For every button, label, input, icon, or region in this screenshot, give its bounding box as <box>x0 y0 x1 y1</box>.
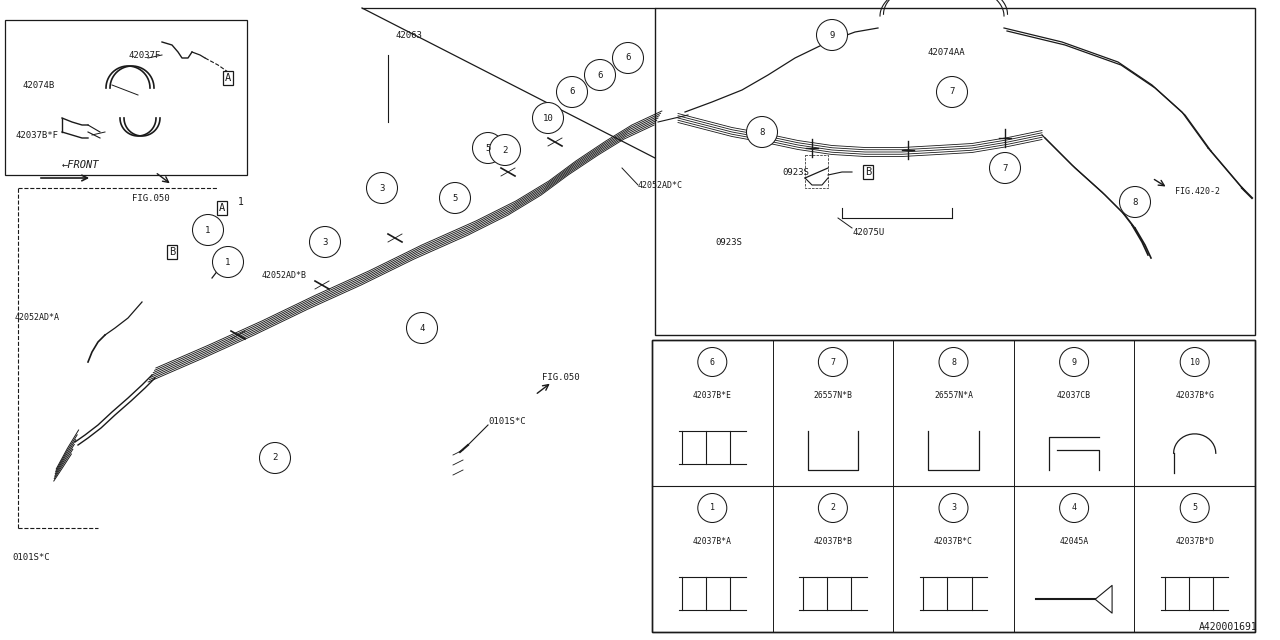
Circle shape <box>746 116 777 147</box>
Bar <box>655 8 1254 335</box>
Circle shape <box>1120 186 1151 218</box>
Bar <box>5 20 247 175</box>
Text: 0923S: 0923S <box>782 168 809 177</box>
Text: 8: 8 <box>951 358 956 367</box>
Circle shape <box>557 77 588 108</box>
Text: 10: 10 <box>543 113 553 122</box>
Text: 0101S*C: 0101S*C <box>12 554 50 563</box>
Circle shape <box>818 493 847 522</box>
Text: 42037B*A: 42037B*A <box>692 537 732 546</box>
Text: 42075U: 42075U <box>852 227 884 237</box>
Circle shape <box>585 60 616 90</box>
Text: 42037B*D: 42037B*D <box>1175 537 1215 546</box>
Text: A420001691: A420001691 <box>1199 622 1258 632</box>
Text: 42074B: 42074B <box>22 81 54 90</box>
Text: 2: 2 <box>831 504 836 513</box>
Text: 26557N*A: 26557N*A <box>934 391 973 400</box>
Circle shape <box>1060 493 1088 522</box>
Text: B: B <box>169 247 175 257</box>
Text: 42063: 42063 <box>396 31 422 40</box>
Circle shape <box>940 493 968 522</box>
Text: 42037CB: 42037CB <box>1057 391 1091 400</box>
Circle shape <box>192 214 224 246</box>
Bar <box>652 340 1254 632</box>
Text: 42074AA: 42074AA <box>928 47 965 56</box>
Text: 42037B*F: 42037B*F <box>15 131 58 140</box>
Text: FIG.420-2: FIG.420-2 <box>1175 188 1220 196</box>
Text: 9: 9 <box>1071 358 1076 367</box>
Text: 42037F: 42037F <box>128 51 160 60</box>
Text: 6: 6 <box>598 70 603 79</box>
Text: 5: 5 <box>452 193 458 202</box>
Text: 42052AD*B: 42052AD*B <box>262 271 307 280</box>
Text: 42037B*C: 42037B*C <box>934 537 973 546</box>
Circle shape <box>818 348 847 376</box>
Text: 2: 2 <box>273 454 278 463</box>
Text: 3: 3 <box>323 237 328 246</box>
Text: 0101S*C: 0101S*C <box>488 417 526 426</box>
Text: 3: 3 <box>951 504 956 513</box>
Text: 42037B*G: 42037B*G <box>1175 391 1215 400</box>
Circle shape <box>698 348 727 376</box>
Circle shape <box>613 42 644 74</box>
Text: 1: 1 <box>205 225 211 234</box>
Text: 42052AD*C: 42052AD*C <box>637 180 684 189</box>
Text: B: B <box>865 167 872 177</box>
Circle shape <box>407 312 438 344</box>
Text: 42037B*B: 42037B*B <box>813 537 852 546</box>
Text: 3: 3 <box>379 184 385 193</box>
Text: 1: 1 <box>225 257 230 266</box>
Circle shape <box>698 493 727 522</box>
Text: A: A <box>219 203 225 213</box>
Text: 1: 1 <box>238 197 244 207</box>
Text: 5: 5 <box>485 143 490 152</box>
Text: 7: 7 <box>831 358 836 367</box>
Circle shape <box>472 132 503 163</box>
Text: FIG.050: FIG.050 <box>132 193 170 202</box>
Circle shape <box>1060 348 1088 376</box>
Text: 0923S: 0923S <box>716 237 742 246</box>
Circle shape <box>310 227 340 257</box>
Text: 9: 9 <box>829 31 835 40</box>
Text: 8: 8 <box>1133 198 1138 207</box>
Text: 7: 7 <box>950 88 955 97</box>
Circle shape <box>989 152 1020 184</box>
Text: 1: 1 <box>710 504 714 513</box>
Circle shape <box>212 246 243 278</box>
Text: FIG.050: FIG.050 <box>541 374 580 383</box>
Text: 5: 5 <box>1192 504 1197 513</box>
Circle shape <box>366 173 398 204</box>
Text: 42037B*E: 42037B*E <box>692 391 732 400</box>
Circle shape <box>532 102 563 134</box>
Circle shape <box>1180 348 1210 376</box>
Text: 6: 6 <box>710 358 714 367</box>
Circle shape <box>940 348 968 376</box>
Circle shape <box>817 19 847 51</box>
Bar <box>652 340 1254 632</box>
Text: 2: 2 <box>502 145 508 154</box>
Circle shape <box>489 134 521 166</box>
Text: ←FRONT: ←FRONT <box>61 160 100 170</box>
Text: 26557N*B: 26557N*B <box>813 391 852 400</box>
Text: 4: 4 <box>1071 504 1076 513</box>
Text: 4: 4 <box>420 323 425 333</box>
Text: 6: 6 <box>570 88 575 97</box>
Text: A: A <box>225 73 232 83</box>
Circle shape <box>260 442 291 474</box>
Text: 6: 6 <box>626 54 631 63</box>
Text: 42052AD*A: 42052AD*A <box>15 314 60 323</box>
Text: 7: 7 <box>1002 163 1007 173</box>
Circle shape <box>439 182 471 214</box>
Text: 42045A: 42045A <box>1060 537 1089 546</box>
Text: 8: 8 <box>759 127 764 136</box>
Circle shape <box>1180 493 1210 522</box>
Circle shape <box>937 77 968 108</box>
Text: 10: 10 <box>1189 358 1199 367</box>
